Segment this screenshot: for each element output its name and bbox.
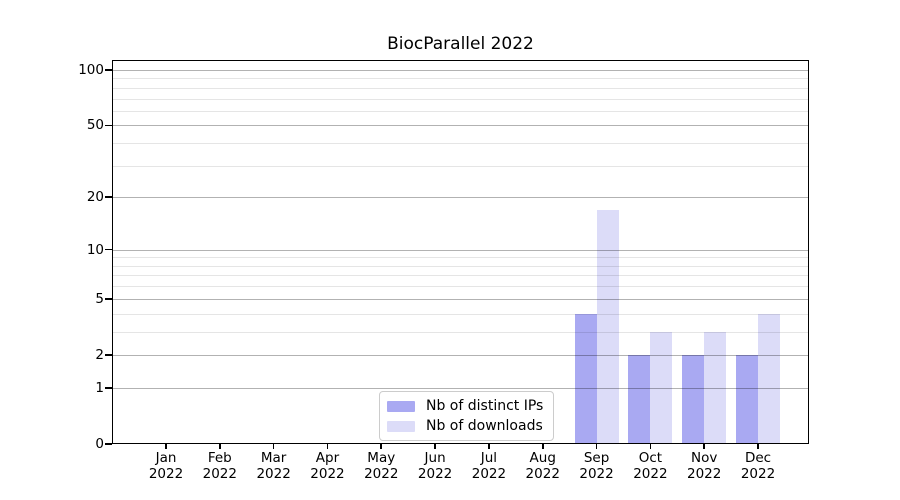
x-tick-label-may: May 2022 [364,450,399,482]
x-tick-label-jun: Jun 2022 [417,450,453,482]
x-tick-label-nov: Nov 2022 [687,450,722,482]
gridline-minor-8 [112,265,809,267]
gridline-major-20 [112,197,809,199]
x-tick-mark-aug [541,444,544,449]
gridline-minor-7 [112,275,809,277]
y-tick-label-10: 10 [86,241,104,258]
gridline-minor-60 [112,110,809,112]
x-tick-mark-mar [272,444,275,449]
legend: Nb of distinct IPs Nb of downloads [379,391,555,441]
bar-dec-downloads [758,313,781,444]
bar-dec-distinct-ips [736,354,759,444]
y-tick-mark-100 [105,69,112,71]
x-tick-label-apr: Apr 2022 [310,450,345,482]
y-tick-label-20: 20 [86,189,104,206]
gridline-major-1 [112,387,809,389]
y-tick-label-1: 1 [95,379,104,396]
bar-nov-distinct-ips [682,354,705,444]
legend-item-distinct-ips: Nb of distinct IPs [387,398,543,414]
gridline-minor-4 [112,313,809,315]
legend-swatch-downloads [387,420,415,432]
x-tick-mark-jul [488,444,490,449]
x-tick-label-aug: Aug 2022 [525,450,560,482]
plot-area [112,60,809,444]
legend-swatch-distinct-ips [387,400,415,412]
gridline-minor-6 [112,286,809,288]
gridline-major-50 [112,125,809,127]
y-tick-label-50: 50 [86,117,104,134]
gridline-minor-30 [112,165,809,167]
y-tick-label-100: 100 [78,62,104,78]
y-tick-label-5: 5 [95,290,104,307]
chart-title: BiocParallel 2022 [387,34,534,54]
x-tick-mark-sep [595,444,598,449]
gridline-major-2 [112,354,809,356]
y-tick-mark-50 [105,124,112,127]
x-tick-mark-jan [165,444,167,449]
x-tick-mark-dec [757,444,759,449]
y-tick-mark-20 [105,196,112,199]
gridline-major-100 [112,70,809,71]
x-tick-label-jul: Jul 2022 [471,450,507,482]
x-tick-mark-nov [703,444,705,449]
y-tick-label-2: 2 [95,346,104,363]
gridline-minor-40 [112,143,809,145]
y-tick-mark-1 [105,387,112,389]
y-tick-mark-10 [105,248,112,251]
gridline-minor-70 [112,98,809,100]
x-tick-mark-jun [434,444,436,449]
y-tick-label-0: 0 [95,436,104,452]
x-tick-mark-apr [326,444,329,449]
bar-oct-distinct-ips [628,354,651,444]
legend-label-distinct-ips: Nb of distinct IPs [426,398,544,414]
legend-label-downloads: Nb of downloads [426,418,543,434]
x-tick-label-jan: Jan 2022 [148,450,184,482]
x-tick-mark-may [380,444,383,449]
bar-sep-downloads [596,209,619,444]
x-tick-mark-oct [649,444,652,449]
y-tick-mark-0 [105,443,112,445]
x-tick-label-dec: Dec 2022 [740,450,776,482]
legend-item-downloads: Nb of downloads [387,418,543,434]
y-tick-mark-2 [105,354,112,356]
x-tick-label-sep: Sep 2022 [579,450,614,482]
x-tick-mark-feb [219,444,221,449]
x-tick-label-mar: Mar 2022 [256,450,291,482]
x-tick-label-oct: Oct 2022 [633,450,668,482]
bar-sep-distinct-ips [574,313,597,444]
gridline-minor-90 [112,78,809,80]
bar-oct-downloads [650,331,673,444]
gridline-minor-9 [112,257,809,259]
bar-nov-downloads [704,331,727,444]
gridline-minor-80 [112,87,809,89]
y-tick-mark-5 [105,297,112,300]
x-tick-label-feb: Feb 2022 [202,450,237,482]
gridline-major-10 [112,249,809,251]
gridline-minor-3 [112,331,809,333]
gridline-major-5 [112,298,809,300]
